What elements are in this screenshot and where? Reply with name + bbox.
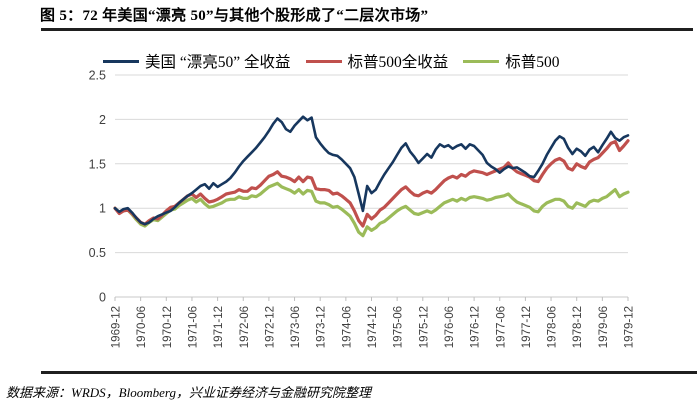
data-source-note: 数据来源：WRDS，Bloomberg，兴业证券经济与金融研究院整理 — [6, 385, 371, 400]
x-tick-label: 1971-06 — [187, 306, 199, 348]
legend-item-nifty50: 美国 “漂亮50” 全收益 — [103, 50, 291, 72]
y-tick-label: 1.5 — [89, 157, 106, 171]
x-tick-label: 1977-06 — [495, 306, 507, 348]
x-tick-label: 1979-06 — [598, 306, 610, 348]
legend-line-swatch-navy — [103, 59, 139, 63]
x-tick-label: 1975-06 — [393, 306, 405, 348]
series-line-0 — [113, 115, 630, 226]
figure-title: 图 5：72 年美国“漂亮 50”与其他个股形成了“二层次市场” — [40, 8, 429, 24]
x-tick-label: 1975-12 — [418, 306, 430, 348]
title-divider-line — [41, 28, 693, 31]
x-tick-label: 1978-06 — [547, 306, 559, 348]
legend-line-swatch-red — [305, 59, 342, 63]
y-tick-label: 0.5 — [89, 246, 106, 260]
y-tick-label: 1 — [99, 202, 106, 216]
x-tick-label: 1972-12 — [264, 306, 276, 348]
x-tick-label: 1979-12 — [624, 306, 636, 348]
y-tick-label: 2.5 — [89, 69, 106, 83]
x-tick-label: 1976-06 — [444, 306, 456, 348]
x-tick-label: 1970-12 — [162, 306, 174, 348]
series-line-2 — [113, 181, 630, 238]
x-tick-label: 1974-12 — [367, 306, 379, 348]
x-tick-label: 1973-12 — [316, 306, 328, 348]
series-line-1 — [113, 139, 630, 228]
legend-label-sp500: 标普500 — [505, 54, 560, 71]
y-tick-label: 0 — [99, 291, 106, 305]
x-tick-label: 1978-12 — [572, 306, 584, 348]
legend-line-swatch-green — [463, 59, 500, 63]
x-tick-label: 1972-06 — [239, 306, 251, 348]
chart-legend: 美国 “漂亮50” 全收益 标普500全收益 标普500 — [103, 50, 560, 72]
x-tick-label: 1977-12 — [521, 306, 533, 348]
y-tick-label: 2 — [99, 113, 106, 127]
x-tick-label: 1973-06 — [290, 306, 302, 348]
legend-label-sp500-tr: 标普500全收益 — [347, 54, 449, 71]
x-tick-label: 1976-12 — [470, 306, 482, 348]
x-tick-label: 1970-06 — [136, 306, 148, 348]
x-tick-label: 1969-12 — [111, 306, 123, 348]
legend-item-sp500-tr: 标普500全收益 — [305, 50, 449, 72]
legend-label-nifty50: 美国 “漂亮50” 全收益 — [145, 54, 291, 71]
x-tick-label: 1971-12 — [213, 306, 225, 348]
footer-divider-line — [41, 371, 697, 374]
x-tick-label: 1974-06 — [341, 306, 353, 348]
legend-item-sp500: 标普500 — [463, 50, 560, 72]
